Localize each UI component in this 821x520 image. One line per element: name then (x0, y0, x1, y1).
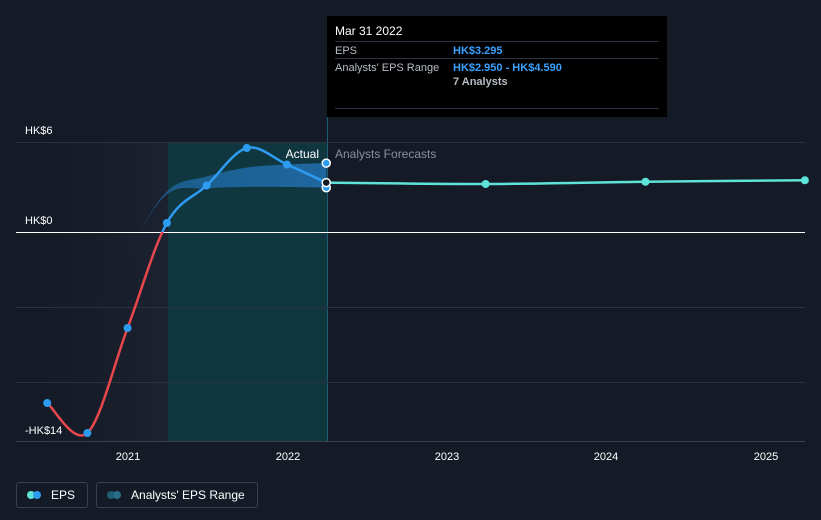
eps-point (83, 429, 92, 437)
eps-swatch-icon (27, 491, 43, 499)
tooltip-range-value: HK$2.950 - HK$4.590 (453, 62, 562, 74)
eps-point (43, 399, 52, 407)
chart-legend: EPS Analysts' EPS Range (16, 482, 258, 510)
tooltip-eps-label: EPS (335, 45, 358, 57)
tooltip-analysts-count: 7 Analysts (453, 76, 508, 88)
y-label-top: HK$6 (25, 125, 53, 137)
eps-forecast-point (800, 176, 809, 185)
tooltip-date: Mar 31 2022 (335, 24, 403, 38)
past-period-shade (16, 142, 168, 442)
y-label-bottom: -HK$14 (25, 425, 62, 437)
eps-current-point (321, 177, 332, 188)
eps-point (162, 219, 171, 227)
x-tick-2022: 2022 (276, 451, 300, 463)
actual-region-label: Actual (286, 147, 319, 161)
x-tick-2025: 2025 (754, 451, 778, 463)
tooltip-row-eps: EPS HK$3.295 (335, 41, 659, 59)
eps-point (242, 144, 251, 152)
x-tick-2024: 2024 (594, 451, 618, 463)
tooltip-divider (335, 108, 659, 109)
eps-forecast-point (481, 180, 490, 188)
y-label-zero: HK$0 (25, 215, 53, 227)
legend-range-label: Analysts' EPS Range (131, 488, 245, 502)
eps-range-area (47, 163, 327, 403)
eps-point (123, 324, 132, 332)
eps-points (43, 144, 809, 437)
eps-range-band (47, 163, 327, 403)
x-tick-2021: 2021 (116, 451, 140, 463)
tooltip-row-range: Analysts' EPS Range HK$2.950 - HK$4.590 (335, 58, 659, 76)
eps-point (202, 181, 211, 190)
gridlines (16, 142, 805, 442)
actual-period-highlight (168, 142, 327, 442)
range-highlight-marker (321, 158, 332, 168)
eps-point (282, 160, 291, 169)
forecast-region-label: Analysts Forecasts (335, 147, 436, 161)
range-swatch-icon (107, 491, 123, 499)
eps-forecast-line (326, 179, 805, 186)
legend-range-button[interactable]: Analysts' EPS Range (96, 482, 258, 508)
eps-chart: HK$6 HK$0 -HK$14 2021 2022 2023 2024 202… (16, 117, 809, 463)
eps-tooltip: Mar 31 2022 EPS HK$3.295 Analysts' EPS R… (327, 16, 667, 117)
eps-lines (46, 146, 805, 437)
eps-forecast-point (641, 177, 650, 186)
legend-eps-label: EPS (51, 488, 76, 502)
x-tick-2023: 2023 (435, 451, 459, 463)
tooltip-eps-value: HK$3.295 (453, 45, 503, 57)
eps-line-positive (161, 146, 327, 232)
eps-line-negative (46, 232, 164, 437)
legend-eps-button[interactable]: EPS (16, 482, 89, 508)
tooltip-range-label: Analysts' EPS Range (335, 62, 440, 74)
